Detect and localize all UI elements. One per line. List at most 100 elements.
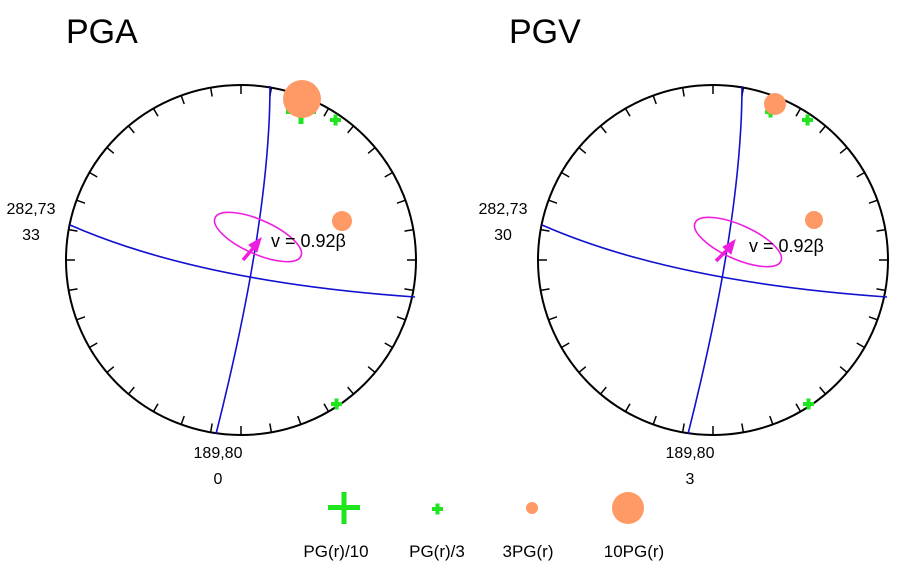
tick-mark [876,228,886,232]
marker-circle-small [332,211,352,231]
tick-mark [599,386,607,395]
tick-mark [548,199,558,204]
marker-plus-small [802,114,813,126]
nodal-plane-2 [215,85,271,435]
marker-circle-large [283,80,321,118]
tick-mark [152,108,159,117]
panel-title-pga: PGA [66,13,138,51]
legend-label: 10PG(r) [604,542,664,561]
tick-mark [819,386,827,395]
tick-mark [367,146,376,154]
tick-mark [347,125,355,134]
marker-circle-medium [764,93,786,115]
tick-mark [76,316,86,321]
tick-mark [106,146,115,154]
tick-mark [152,403,159,412]
marker-circle-small [805,211,823,229]
nodal-plane-2 [687,85,743,435]
strike-dip-value: 33 [22,227,40,244]
tick-mark [384,342,393,349]
legend-symbol-large-circle [612,492,644,524]
tick-mark [624,403,631,412]
bottom-value: 0 [214,471,223,488]
stereonet-circle [65,84,417,436]
tick-mark [819,125,827,134]
legend-label: 3PG(r) [503,542,554,561]
bottom-value: 3 [686,471,695,488]
legend-symbol-large-plus [328,492,360,524]
tick-mark [269,423,273,433]
tick-mark [89,342,98,349]
tick-mark [323,108,330,117]
tick-mark [795,108,802,117]
nodal-plane-1 [69,224,416,298]
tick-mark [297,415,302,425]
stereonet-ticks [66,85,416,435]
tick-mark [68,228,78,232]
tick-mark [540,288,550,292]
tick-mark [68,288,78,292]
tick-mark [180,95,185,105]
tick-mark [404,228,414,232]
velocity-label: v = 0.92β [271,231,346,251]
tick-mark [876,288,886,292]
tick-mark [347,386,355,395]
tick-mark [323,403,330,412]
tick-mark [839,146,848,154]
panel-title-pgv: PGV [509,13,581,51]
tick-mark [868,316,878,321]
legend-label: PG(r)/3 [409,542,465,561]
tick-mark [578,366,587,374]
tick-mark [89,171,98,178]
tick-mark [856,342,865,349]
tick-mark [404,288,414,292]
tick-mark [127,125,135,134]
tick-mark [548,316,558,321]
tick-mark [741,423,745,433]
tick-mark [681,87,685,97]
tick-mark [384,171,393,178]
legend-symbol-small-circle [526,502,538,514]
tick-mark [856,171,865,178]
strike-dip-label: 282,73 [7,201,56,218]
rupture-ellipse [693,216,783,268]
strike-dip-label: 282,73 [479,201,528,218]
velocity-label: v = 0.92β [749,236,824,256]
legend: PG(r)/10 PG(r)/3 3PG(r) 10PG(r) [303,492,664,561]
tick-mark [561,171,570,178]
tick-mark [396,316,406,321]
tick-mark [180,415,185,425]
marker-plus-small [331,398,342,410]
legend-symbol-small-plus [432,503,443,515]
tick-mark [540,228,550,232]
tick-mark [367,366,376,374]
tick-mark [868,199,878,204]
marker-plus-small [803,398,814,410]
tick-mark [599,125,607,134]
rupture-arrow-head [248,236,262,253]
tick-mark [624,108,631,117]
tick-mark [396,199,406,204]
nodal-plane-1 [541,224,888,298]
tick-mark [578,146,587,154]
tick-mark [76,199,86,204]
stereonet-ticks [538,85,888,435]
tick-mark [652,415,657,425]
panel-pgv: PGV v = 0.92β 282,73 30 189,80 3 [479,13,889,488]
tick-mark [769,415,774,425]
bottom-label: 189,80 [666,445,715,462]
tick-mark [652,95,657,105]
marker-plus-small [330,114,341,126]
tick-mark [561,342,570,349]
tick-mark [795,403,802,412]
panel-pga: PGA v = 0.92β 282,73 33 189,80 0 [7,13,417,488]
strike-dip-value: 30 [494,227,512,244]
tick-mark [209,87,213,97]
tick-mark [106,366,115,374]
stereonet-circle [537,84,889,436]
tick-mark [209,423,213,433]
tick-mark [839,366,848,374]
tick-mark [127,386,135,395]
tick-mark [681,423,685,433]
